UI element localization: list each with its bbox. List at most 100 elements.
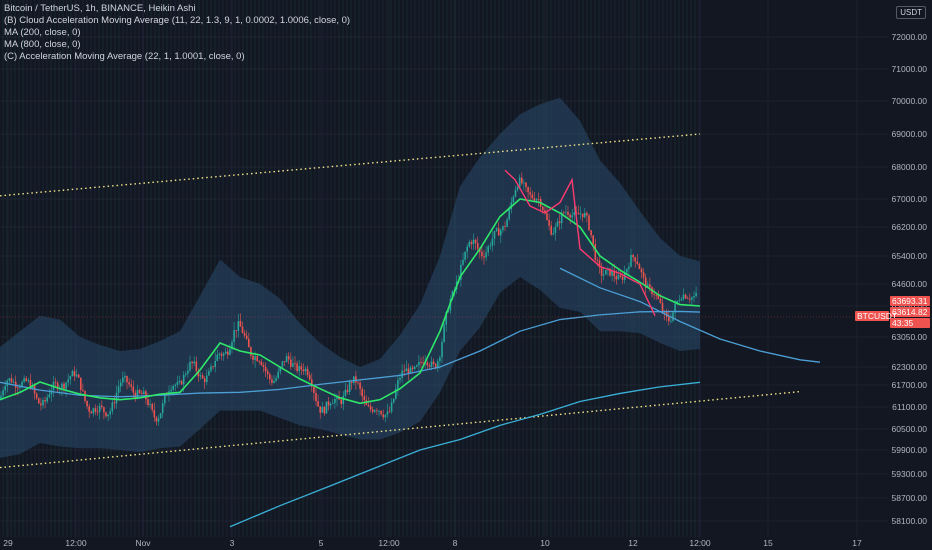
cloud-stripe [146,0,148,550]
candle-body [191,361,193,364]
cloud-stripe [126,0,128,550]
candle-body [418,361,420,366]
candle-body [132,386,135,393]
legend-ma800[interactable]: MA (800, close, 0) [4,39,81,50]
price-axis[interactable]: 72000.00 71000.00 70000.00 69000.00 68000.00… [888,0,932,550]
cloud-stripe [526,0,528,550]
cloud-stripe [10,0,12,550]
price-label-symbol: BTCUSDT [857,311,897,321]
legend-title[interactable]: Bitcoin / TetherUS, 1h, BINANCE, Heikin … [4,3,196,14]
cloud-stripe [246,0,248,550]
time-tick-label: 12:00 [378,538,400,548]
cloud-stripe [82,0,84,550]
legend-cloud-indicator[interactable]: (B) Cloud Acceleration Moving Average (1… [4,15,351,26]
moving-averages [0,169,821,528]
candle-body [172,385,174,390]
candle-body [115,392,118,404]
cloud-stripe [282,0,284,550]
candle-body [319,406,321,413]
candle-body [54,381,57,383]
candle-body [443,324,445,342]
cloud-band [0,97,700,459]
cloud-stripe [530,0,532,550]
candle-body [600,267,603,276]
candle-body [420,361,422,363]
candle-body [164,395,166,404]
candle-body [537,199,540,200]
candle-body [29,379,32,389]
cloud-stripe [486,0,488,550]
candle-body [621,276,624,280]
candle-body [233,330,235,343]
cloud-stripe [118,0,120,550]
candle-body [678,300,681,302]
candle-body [680,299,683,301]
cloud-stripe [30,0,32,550]
cloud-stripe [370,0,372,550]
legend-ma200[interactable]: MA (200, close, 0) [4,27,81,38]
cloud-stripe [690,0,692,550]
cloud-stripe [358,0,360,550]
cloud-stripe [502,0,504,550]
cloud-stripe [686,0,688,550]
series-line-2 [229,381,701,528]
cloud-stripe [666,0,668,550]
cloud-stripe [646,0,648,550]
cloud-stripe [558,0,560,550]
cloud-stripe [350,0,352,550]
candle-body [605,270,607,275]
candle-body [672,312,674,321]
time-tick-label: 12:00 [65,538,87,548]
candle-body [571,215,573,218]
cloud-stripe [150,0,152,550]
price-tick-label: 67000.00 [892,194,928,204]
candle-body [195,361,198,371]
cloud-stripe [190,0,192,550]
cloud-stripe [426,0,428,550]
candle-body [340,399,342,404]
candle-body [206,375,208,383]
candle-body [117,386,120,393]
candle-body [67,379,69,383]
candle-body [23,378,25,382]
candle-body [392,398,395,403]
candle-body [399,377,401,381]
candle-body [359,382,361,389]
candle-body [386,411,389,415]
candle-body [256,356,258,362]
candles [0,172,697,426]
candle-body [313,386,315,393]
legend-accel-ma[interactable]: (C) Acceleration Moving Average (22, 1, … [4,51,245,62]
cloud-stripe [494,0,496,550]
candle-body [378,410,380,412]
candle-body [434,363,437,369]
candle-body [523,182,525,184]
candle-body [98,405,101,412]
cloud-stripe [182,0,184,550]
candle-body [42,400,44,406]
cloud-stripe [482,0,484,550]
candle-body [401,370,403,378]
cloud-stripe [434,0,436,550]
candle-body [128,382,130,385]
time-axis[interactable]: 29 12:00 Nov 3 5 12:00 8 10 12 12:00 15 17 [0,537,932,550]
cloud-stripe [2,0,4,550]
candle-body [594,244,597,260]
price-label-last-bg [890,307,930,317]
currency-badge[interactable]: USDT [896,6,926,19]
candle-body [254,356,256,360]
cloud-stripe [454,0,456,550]
candle-body [2,390,4,396]
cloud-stripe [578,0,580,550]
candle-body [77,374,80,378]
candle-body [4,386,6,391]
candle-body [472,239,475,245]
candle-body [395,388,397,399]
cloud-stripe [122,0,124,550]
candle-body [10,378,13,383]
price-tick-label: 59900.00 [892,445,928,455]
candle-body [495,228,498,232]
candle-body [613,270,615,277]
candle-body [676,300,678,304]
